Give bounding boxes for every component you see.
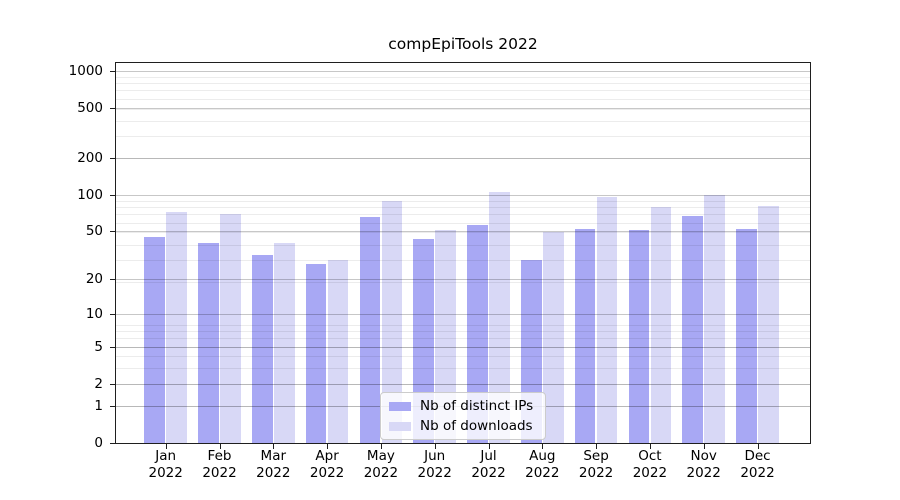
y-tick-mark — [110, 157, 115, 159]
y-tick-label: 100 — [77, 186, 103, 203]
bar-jan-downloads — [166, 212, 187, 443]
y-tick-label: 10 — [85, 305, 103, 322]
x-tick-label: Nov 2022 — [686, 448, 721, 481]
x-tick-mark — [488, 444, 490, 449]
y-tick-mark — [110, 108, 115, 110]
bar-may-distinct-ips — [359, 216, 381, 443]
y-tick-label: 50 — [85, 223, 103, 240]
plot-area: Nb of distinct IPs Nb of downloads — [115, 62, 811, 444]
bar-apr-downloads — [327, 259, 349, 443]
legend-item-downloads: Nb of downloads — [389, 418, 537, 434]
x-tick-label: Feb 2022 — [202, 448, 237, 481]
bar-apr-distinct-ips — [305, 263, 327, 443]
bar-mar-downloads — [274, 243, 295, 443]
y-tick-mark — [110, 194, 115, 196]
y-tick-mark — [110, 443, 115, 444]
x-tick-mark — [703, 444, 705, 449]
y-tick-label: 1000 — [68, 63, 103, 80]
x-tick-label: Sep 2022 — [578, 448, 614, 481]
y-tick-label: 2 — [94, 375, 103, 392]
bar-jan-distinct-ips — [144, 236, 165, 443]
y-tick-mark — [110, 279, 115, 281]
bar-sep-downloads — [596, 196, 618, 443]
bar-dec-downloads — [758, 205, 779, 443]
legend-label-distinct-ips: Nb of distinct IPs — [420, 398, 534, 414]
y-tick-mark — [110, 383, 115, 385]
x-tick-mark — [434, 444, 436, 449]
x-tick-mark — [327, 444, 329, 449]
chart-title: compEpiTools 2022 — [388, 35, 538, 53]
x-tick-label: Aug 2022 — [525, 448, 560, 481]
bar-jul-distinct-ips — [467, 225, 488, 443]
x-tick-mark — [219, 444, 221, 449]
x-tick-mark — [380, 444, 382, 449]
bar-oct-downloads — [650, 207, 672, 443]
y-tick-label: 1 — [94, 397, 103, 414]
legend-swatch-downloads-icon — [389, 421, 411, 431]
bar-jul-downloads — [489, 192, 510, 443]
bar-jun-downloads — [435, 230, 456, 443]
x-tick-mark — [165, 444, 167, 449]
x-tick-label: Jun 2022 — [417, 448, 452, 481]
bar-oct-distinct-ips — [628, 230, 650, 443]
bars-layer — [115, 62, 811, 444]
x-tick-mark — [649, 444, 651, 449]
bar-dec-distinct-ips — [736, 229, 757, 443]
legend: Nb of distinct IPs Nb of downloads — [380, 392, 546, 440]
x-tick-label: May 2022 — [363, 448, 399, 481]
bar-feb-distinct-ips — [198, 243, 219, 443]
legend-label-downloads: Nb of downloads — [420, 418, 533, 434]
bar-mar-distinct-ips — [252, 254, 273, 443]
bar-feb-downloads — [220, 213, 241, 443]
y-tick-mark — [110, 231, 115, 233]
y-tick-label: 500 — [77, 100, 103, 117]
x-tick-mark — [273, 444, 275, 449]
bar-sep-distinct-ips — [574, 229, 596, 443]
y-tick-label: 5 — [94, 338, 103, 355]
legend-swatch-distinct-ips-icon — [389, 401, 411, 411]
x-tick-mark — [596, 444, 598, 449]
x-tick-label: Jul 2022 — [471, 448, 506, 481]
bar-aug-downloads — [543, 232, 564, 443]
y-tick-label: 20 — [85, 271, 103, 288]
x-tick-label: Oct 2022 — [632, 448, 668, 481]
bar-nov-downloads — [704, 194, 725, 443]
x-tick-label: Dec 2022 — [740, 448, 775, 481]
bar-nov-distinct-ips — [682, 215, 703, 443]
y-tick-label: 200 — [77, 149, 103, 166]
y-tick-mark — [110, 313, 115, 315]
legend-item-distinct-ips: Nb of distinct IPs — [389, 398, 537, 414]
bar-may-downloads — [381, 200, 403, 443]
x-tick-mark — [542, 444, 544, 449]
y-tick-mark — [110, 346, 115, 348]
x-tick-label: Mar 2022 — [256, 448, 291, 481]
x-tick-label: Apr 2022 — [309, 448, 345, 481]
y-tick-mark — [110, 71, 115, 73]
x-tick-label: Jan 2022 — [148, 448, 183, 481]
x-tick-mark — [757, 444, 759, 449]
y-tick-label: 0 — [94, 435, 103, 451]
y-tick-mark — [110, 405, 115, 407]
